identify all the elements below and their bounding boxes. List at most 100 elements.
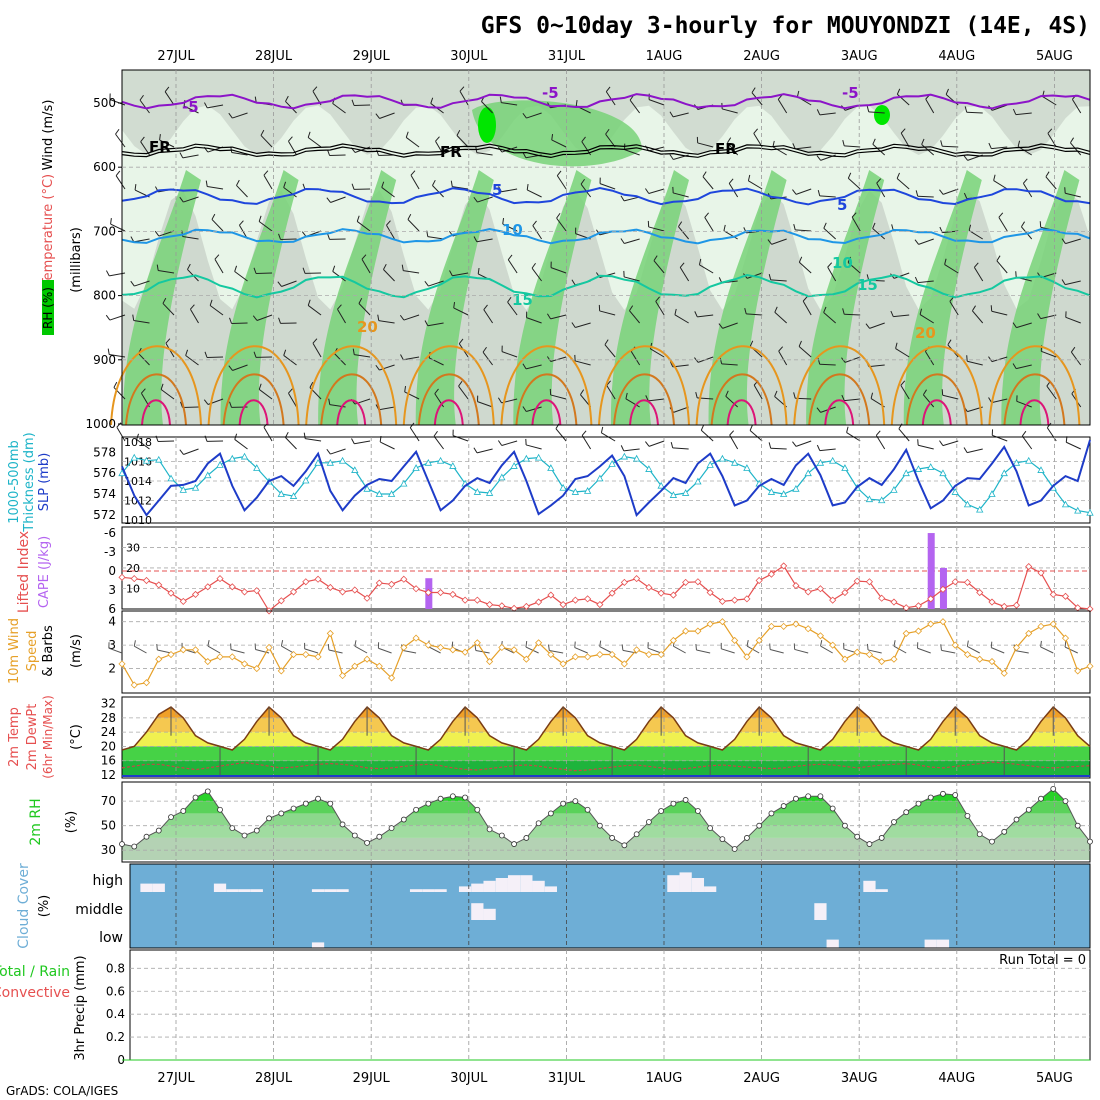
- upper-wind-barb: [214, 258, 224, 274]
- upper-wind-barb: [816, 109, 821, 116]
- lifted-index-point: [682, 578, 690, 586]
- upper-wind-barb: [922, 389, 927, 396]
- upper-wind-barb: [207, 186, 224, 190]
- upper-wind-barb: [971, 305, 976, 312]
- rh2m-point: [364, 839, 370, 846]
- upper-wind-barb: [116, 422, 122, 428]
- wind10-barb: [621, 644, 624, 651]
- upper-wind-barb: [1065, 316, 1081, 324]
- upper-wind-barb: [332, 103, 346, 114]
- wind10-speed-line: [121, 621, 1091, 686]
- upper-wind-barb: [1069, 137, 1075, 144]
- upper-wind-barb: [575, 322, 591, 328]
- rh2m-point: [1050, 786, 1057, 792]
- thickness-point: [547, 464, 555, 471]
- upper-wind-barb: [483, 304, 488, 310]
- upper-wind-barb: [798, 346, 812, 358]
- thickness-point: [191, 483, 200, 491]
- rh2m-point: [413, 806, 419, 813]
- upper-wind-barb: [698, 258, 702, 265]
- upper-wind-barb: [203, 102, 208, 109]
- wind10-barb: [525, 646, 539, 654]
- upper-wind-barb: [458, 338, 464, 344]
- upper-wind-barb: [896, 88, 901, 95]
- temp2m-line: [121, 706, 1091, 751]
- thickness-point: [142, 456, 151, 464]
- lifted-index-point: [755, 576, 763, 585]
- x-tick-label-top: 28JUL: [255, 49, 293, 64]
- wind10-barb: [548, 644, 550, 651]
- upper-wind-barb: [354, 146, 371, 153]
- rh2m-point: [278, 810, 285, 817]
- upper-wind-barb: [312, 86, 318, 92]
- wind10-barb: [134, 645, 147, 654]
- upper-wind-barb: [277, 281, 282, 287]
- lifted-index-point: [191, 590, 200, 598]
- upper-wind-barb: [358, 303, 371, 316]
- wind10-point: [191, 646, 200, 654]
- upper-wind-barb: [378, 406, 395, 411]
- precip-tick-label: 0.4: [106, 1007, 125, 1021]
- dewpt2m-line: [121, 761, 1091, 772]
- upper-wind-barb: [288, 136, 293, 142]
- li-tick-label: 6: [108, 602, 116, 616]
- upper-wind-barb: [376, 149, 380, 156]
- cloud-frame: [129, 863, 1091, 949]
- li-axis-label: Lifted Index: [16, 531, 32, 613]
- isotherm-label: -5: [182, 98, 199, 116]
- cape-bar: [927, 533, 935, 609]
- upper-wind-barb: [234, 271, 248, 282]
- cloud-bar: [226, 889, 239, 892]
- wind10-point: [412, 634, 420, 642]
- wind10-point: [1086, 662, 1094, 670]
- upper-wind-barb: [678, 221, 683, 227]
- upper-wind-barb: [156, 264, 159, 271]
- upper-wind-barb: [1012, 108, 1017, 115]
- rh2m-point: [253, 827, 260, 834]
- upper-wind-barb: [522, 406, 527, 412]
- upper-wind-barb: [728, 178, 734, 184]
- upper-wind-barb: [645, 395, 649, 402]
- thickness-point: [498, 473, 506, 481]
- upper-wind-barb: [187, 263, 191, 270]
- upper-wind-barb: [526, 112, 542, 119]
- upper-wind-barb: [183, 196, 199, 203]
- wind10-point: [767, 622, 775, 630]
- upper-wind-barb: [427, 322, 444, 327]
- wind10-axis-label-a: 10m Wind: [7, 618, 22, 684]
- lifted-index-point: [351, 586, 359, 594]
- upper-wind-barb: [844, 145, 861, 148]
- wind10-point: [620, 660, 628, 668]
- wind10-point: [461, 648, 469, 656]
- wind10-point: [694, 627, 702, 635]
- rh2m-point: [498, 832, 505, 839]
- upper-wind-barb: [1016, 400, 1032, 408]
- upper-wind-barb: [674, 308, 677, 315]
- upper-wind-barb: [816, 155, 821, 161]
- upper-wind-barb: [605, 133, 616, 148]
- rh2m-point: [376, 833, 383, 840]
- rh2m-point: [327, 800, 334, 807]
- upper-wind-barb: [452, 186, 469, 190]
- upper-wind-barb: [207, 104, 224, 109]
- upper-wind-barb: [700, 424, 705, 431]
- upper-wind-barb: [555, 428, 567, 442]
- upper-wind-barb: [624, 238, 640, 244]
- upper-wind-barb: [285, 95, 289, 102]
- thickness-point: [816, 458, 825, 466]
- upper-wind-barb: [234, 439, 248, 450]
- wind10-point: [657, 650, 665, 659]
- x-tick-label-top: 3AUG: [841, 49, 878, 64]
- upper-wind-barb: [228, 112, 233, 119]
- isotherm-label: 5: [837, 196, 847, 214]
- thickness-point: [963, 500, 972, 508]
- upper-wind-barb: [236, 185, 248, 198]
- upper-wind-barb: [424, 320, 429, 327]
- wind10-barb: [1064, 641, 1067, 648]
- upper-wind-barb: [816, 444, 821, 451]
- cape-tick-label: 20: [126, 562, 140, 575]
- isotherm-25-dome: [125, 373, 187, 426]
- upper-wind-barb: [375, 113, 380, 119]
- rh2m-point: [449, 793, 456, 800]
- thickness-point: [927, 463, 935, 470]
